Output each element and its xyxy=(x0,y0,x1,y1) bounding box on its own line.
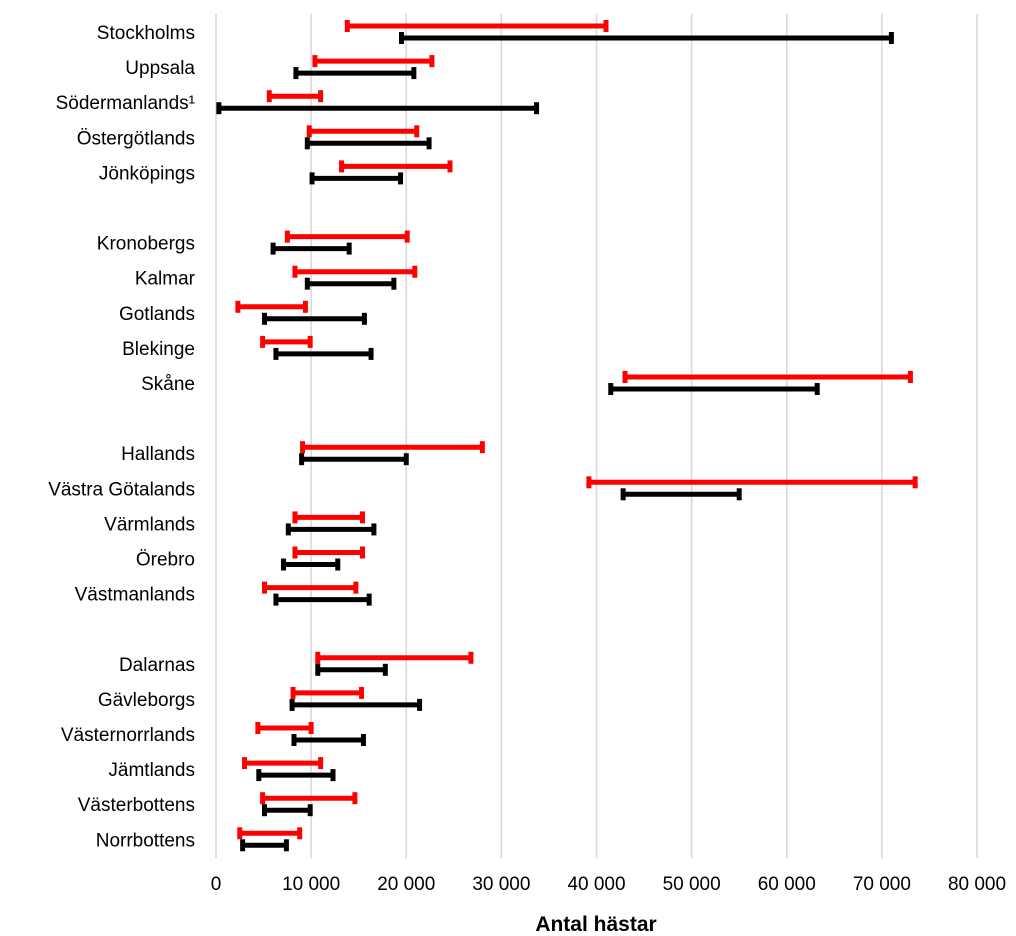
range-bar-series-1 xyxy=(299,453,409,466)
range-bar-series-1 xyxy=(270,242,352,255)
range-bar-series-1 xyxy=(293,67,417,80)
category-label: Västmanlands xyxy=(75,585,195,606)
x-tick-label: 20 000 xyxy=(377,874,435,895)
x-tick-label: 0 xyxy=(211,874,222,895)
category-label: Stockholms xyxy=(97,23,195,44)
category-label: Jönköpings xyxy=(99,163,195,184)
range-bar-series-0 xyxy=(344,20,609,32)
category-label: Norrbottens xyxy=(96,830,195,851)
category-label: Jämtlands xyxy=(108,760,195,781)
category-label: Uppsala xyxy=(125,58,195,79)
category-label: Skåne xyxy=(141,374,195,395)
range-bar-series-0 xyxy=(292,546,365,559)
range-bar-series-1 xyxy=(273,593,372,606)
range-bar-series-1 xyxy=(398,32,894,44)
range-bar-series-0 xyxy=(284,230,410,243)
range-bar-series-0 xyxy=(260,335,313,348)
range-bar-series-1 xyxy=(289,698,423,711)
x-tick-label: 40 000 xyxy=(567,874,625,895)
range-bar-series-1 xyxy=(620,488,742,501)
range-bar-series-0 xyxy=(260,792,358,805)
range-bar-series-0 xyxy=(315,651,474,664)
range-bar-series-0 xyxy=(312,55,435,68)
category-label: Östergötlands xyxy=(77,128,195,149)
range-bar-series-1 xyxy=(281,558,341,571)
category-label: Västerbottens xyxy=(78,795,195,816)
category-label: Kalmar xyxy=(135,269,196,290)
range-bar-series-1 xyxy=(315,663,388,676)
x-tick-label: 80 000 xyxy=(948,874,1006,895)
range-bar-series-1 xyxy=(309,172,404,185)
range-bar-series-1 xyxy=(273,347,374,360)
x-axis-tick-labels: 0 10 000 20 000 30 000 40 000 50 000 60 000 70 … xyxy=(211,874,1006,895)
range-bar-series-0 xyxy=(300,441,485,454)
range-bar-series-0 xyxy=(290,686,365,699)
gridlines xyxy=(215,14,978,858)
range-bar-series-1 xyxy=(256,769,336,782)
category-labels: Stockholms Uppsala Södermanlands¹ Östergötl… xyxy=(48,23,195,851)
range-bar-series-1 xyxy=(262,312,367,325)
range-bar-series-0 xyxy=(255,722,314,734)
range-bar-series-0 xyxy=(237,827,303,840)
range-bar-series-0 xyxy=(339,160,453,173)
range-bar-series-0 xyxy=(262,581,359,594)
range-bar-series-0 xyxy=(586,476,918,489)
category-label: Örebro xyxy=(136,550,195,571)
range-bar-series-1 xyxy=(216,102,540,115)
range-bar-series-1 xyxy=(304,137,432,150)
range-bar-series-0 xyxy=(622,371,913,383)
x-tick-label: 70 000 xyxy=(853,874,911,895)
category-label: Gotlands xyxy=(119,304,195,325)
range-bar-series-1 xyxy=(291,734,366,746)
range-bar-series-0 xyxy=(266,90,324,103)
x-tick-label: 60 000 xyxy=(758,874,816,895)
range-bar-series-1 xyxy=(608,383,820,395)
category-label: Dalarnas xyxy=(119,655,195,676)
category-label: Västra Götalands xyxy=(48,479,195,500)
x-axis-title: Antal hästar xyxy=(535,913,656,936)
x-tick-label: 50 000 xyxy=(663,874,721,895)
range-bar-series-0 xyxy=(242,757,324,770)
range-bar-series-1 xyxy=(285,523,377,536)
range-bar-series-1 xyxy=(240,839,289,852)
x-tick-label: 30 000 xyxy=(472,874,530,895)
category-label: Västernorrlands xyxy=(61,725,195,746)
range-bars xyxy=(216,20,918,852)
range-bar-series-0 xyxy=(306,125,420,138)
category-label: Hallands xyxy=(121,444,195,465)
category-label: Kronobergs xyxy=(97,234,195,255)
category-label: Blekinge xyxy=(122,339,195,360)
category-label: Södermanlands¹ xyxy=(56,93,195,114)
category-label: Gävleborgs xyxy=(98,690,195,711)
range-bar-series-1 xyxy=(262,804,313,817)
range-bar-series-0 xyxy=(292,265,418,278)
range-bar-series-1 xyxy=(304,277,397,290)
x-tick-label: 10 000 xyxy=(282,874,340,895)
range-bar-series-0 xyxy=(235,300,308,313)
range-bar-series-0 xyxy=(292,511,365,524)
category-label: Värmlands xyxy=(104,514,195,535)
